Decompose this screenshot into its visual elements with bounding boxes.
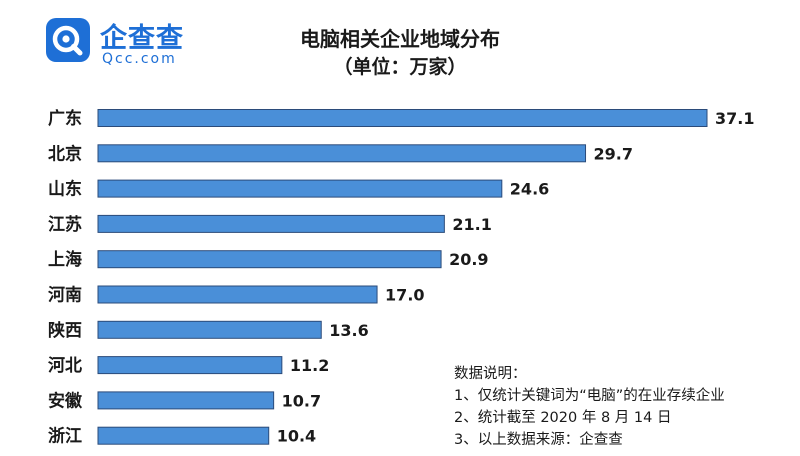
bar xyxy=(97,320,322,339)
data-label: 17.0 xyxy=(385,286,424,305)
chart-title: 电脑相关企业地域分布 xyxy=(300,27,500,51)
category-label: 上海 xyxy=(48,249,82,270)
data-label: 21.1 xyxy=(452,215,491,234)
brand-name-cn: 企查查 xyxy=(100,23,184,54)
chart-subtitle: （单位：万家） xyxy=(333,56,467,78)
brand-logo: 企查查 Qcc.com xyxy=(46,14,196,70)
data-label: 13.6 xyxy=(329,321,368,340)
data-notes: 数据说明： 1、仅统计关键词为“电脑”的在业存续企业 2、统计截至 2020 年… xyxy=(454,363,725,451)
bar xyxy=(97,109,708,127)
category-label: 河北 xyxy=(48,356,82,376)
notes-line-1: 1、仅统计关键词为“电脑”的在业存续企业 xyxy=(454,388,725,404)
notes-heading: 数据说明： xyxy=(454,366,527,382)
category-label: 北京 xyxy=(48,143,82,164)
bar xyxy=(97,144,587,163)
bar xyxy=(97,356,283,375)
notes-line-2: 2、统计截至 2020 年 8 月 14 日 xyxy=(454,410,672,426)
data-label: 24.6 xyxy=(510,180,549,199)
category-label: 浙江 xyxy=(48,426,82,447)
bar xyxy=(97,426,270,445)
qcc-logo-icon xyxy=(46,18,90,62)
bar xyxy=(97,391,275,410)
bar xyxy=(97,179,503,198)
category-label: 广东 xyxy=(48,108,82,129)
category-label: 河南 xyxy=(48,285,82,306)
category-label: 陕西 xyxy=(48,320,82,341)
category-label: 山东 xyxy=(48,179,82,200)
bar xyxy=(97,214,445,233)
data-label: 20.9 xyxy=(449,250,488,269)
brand-name-en: Qcc.com xyxy=(102,51,177,67)
category-label: 安徽 xyxy=(48,390,83,411)
bar xyxy=(97,285,378,304)
data-label: 37.1 xyxy=(715,109,754,128)
category-label: 江苏 xyxy=(48,214,82,235)
data-label: 10.4 xyxy=(277,427,316,446)
chart-titles: 电脑相关企业地域分布 （单位：万家） xyxy=(0,26,800,80)
data-label: 29.7 xyxy=(594,144,633,163)
data-label: 11.2 xyxy=(290,356,329,375)
data-label: 10.7 xyxy=(282,391,321,410)
bar xyxy=(97,250,442,269)
notes-line-3: 3、以上数据来源：企查查 xyxy=(454,432,623,448)
